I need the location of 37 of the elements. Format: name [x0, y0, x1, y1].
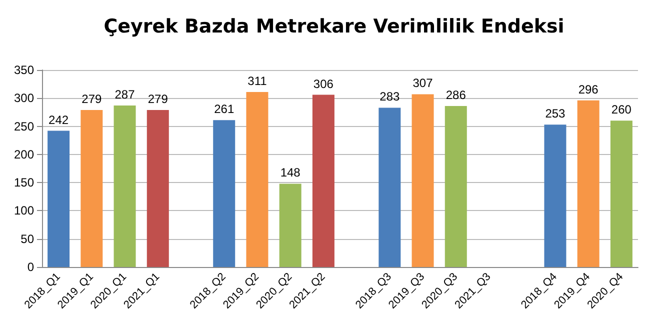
data-label: 260: [611, 102, 632, 117]
bar: [577, 100, 600, 267]
bar: [48, 130, 70, 267]
bar: [378, 108, 401, 267]
data-label: 148: [280, 166, 301, 180]
y-tick-label: 250: [14, 119, 34, 134]
bar: [312, 94, 334, 267]
data-label: 306: [313, 76, 334, 91]
data-label: 311: [248, 74, 268, 88]
bar: [80, 110, 103, 267]
y-tick-label: 300: [14, 91, 34, 106]
data-label: 242: [48, 112, 69, 127]
bar: [146, 110, 169, 267]
data-label: 287: [114, 87, 136, 102]
bar: [246, 92, 268, 267]
bar: [610, 120, 632, 267]
bar: [279, 184, 302, 267]
data-label: 286: [446, 88, 466, 102]
data-label: 279: [82, 92, 102, 106]
bar: [412, 94, 434, 267]
y-tick-label: 50: [20, 232, 34, 246]
chart-title: Çeyrek Bazda Metrekare Verimlilik Endeksi: [104, 16, 564, 38]
bar: [114, 105, 136, 267]
bar: [544, 124, 566, 267]
data-label: 261: [214, 102, 234, 116]
y-tick-label: 0: [27, 260, 34, 274]
y-tick-label: 150: [14, 176, 34, 190]
bar: [213, 120, 236, 267]
y-tick-label: 100: [14, 204, 34, 218]
data-label: 279: [148, 92, 168, 106]
data-label: 253: [545, 106, 566, 121]
data-label: 283: [380, 90, 400, 104]
y-tick-label: 350: [14, 63, 34, 77]
data-label: 307: [412, 76, 434, 90]
data-label: 296: [578, 82, 599, 96]
bar: [444, 106, 467, 267]
y-tick-label: 200: [14, 147, 34, 162]
